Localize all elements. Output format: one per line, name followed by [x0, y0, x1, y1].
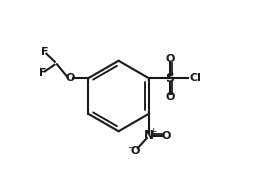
Text: +: + [150, 127, 157, 136]
Text: S: S [166, 72, 174, 85]
Text: O: O [165, 92, 175, 102]
Text: O: O [161, 131, 171, 141]
Text: F: F [39, 68, 47, 78]
Text: −: − [127, 142, 135, 151]
Text: O: O [131, 146, 140, 156]
Text: N: N [144, 129, 154, 142]
Text: F: F [41, 47, 49, 57]
Text: O: O [165, 54, 175, 64]
Text: Cl: Cl [189, 73, 201, 83]
Text: O: O [66, 73, 75, 83]
